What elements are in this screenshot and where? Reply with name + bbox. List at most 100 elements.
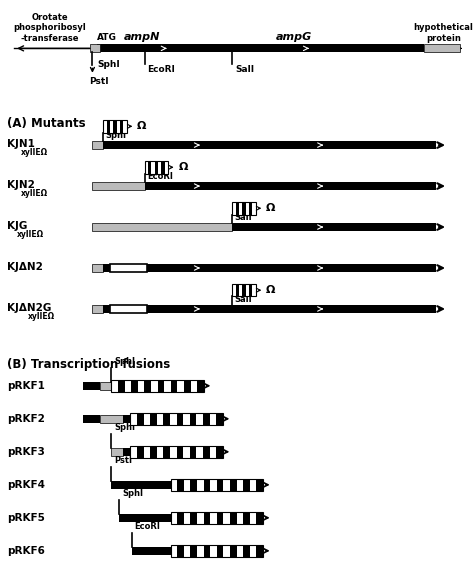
Text: PstI: PstI bbox=[89, 77, 108, 86]
Bar bbox=[123, 448, 130, 456]
Bar bbox=[176, 446, 183, 458]
Bar bbox=[184, 512, 191, 524]
Bar bbox=[103, 305, 110, 313]
Bar bbox=[120, 120, 123, 133]
Bar bbox=[196, 446, 203, 458]
Bar bbox=[216, 413, 223, 425]
Bar bbox=[147, 305, 436, 313]
Bar bbox=[170, 413, 176, 425]
Text: SalI: SalI bbox=[235, 213, 252, 222]
Bar bbox=[83, 382, 100, 390]
Bar bbox=[232, 223, 436, 231]
Bar bbox=[145, 161, 168, 174]
Bar bbox=[90, 44, 100, 52]
Bar bbox=[242, 202, 246, 215]
Text: Ω: Ω bbox=[266, 285, 275, 295]
Bar bbox=[210, 413, 216, 425]
Text: KJG: KJG bbox=[7, 221, 27, 231]
Bar bbox=[130, 413, 137, 425]
Text: (B) Transcription fusions: (B) Transcription fusions bbox=[7, 358, 170, 372]
Bar bbox=[191, 545, 197, 557]
Bar bbox=[230, 479, 237, 491]
Bar bbox=[100, 382, 111, 390]
Bar bbox=[191, 479, 197, 491]
Bar bbox=[117, 120, 120, 133]
Bar bbox=[250, 545, 256, 557]
Bar bbox=[191, 512, 197, 524]
Bar bbox=[177, 479, 184, 491]
Bar bbox=[190, 446, 196, 458]
Text: pRKF5: pRKF5 bbox=[7, 513, 45, 523]
Bar bbox=[246, 284, 249, 296]
Bar bbox=[210, 479, 217, 491]
Bar bbox=[183, 446, 190, 458]
Text: SalI: SalI bbox=[235, 295, 252, 304]
Text: KJΔN2: KJΔN2 bbox=[7, 262, 43, 272]
Text: SalI: SalI bbox=[235, 65, 254, 75]
Bar bbox=[204, 479, 210, 491]
Bar bbox=[123, 120, 127, 133]
Bar bbox=[191, 380, 197, 392]
Bar bbox=[217, 512, 223, 524]
Bar bbox=[197, 380, 204, 392]
Bar bbox=[197, 512, 204, 524]
Text: PstI: PstI bbox=[114, 456, 132, 465]
Bar bbox=[164, 161, 168, 174]
Bar bbox=[184, 479, 191, 491]
Bar bbox=[158, 161, 161, 174]
Bar bbox=[237, 512, 243, 524]
Bar bbox=[237, 479, 243, 491]
Bar bbox=[107, 120, 110, 133]
Bar bbox=[103, 264, 110, 272]
Text: xylIEΩ: xylIEΩ bbox=[27, 312, 55, 321]
Bar bbox=[150, 446, 157, 458]
Bar bbox=[230, 545, 237, 557]
Bar bbox=[118, 380, 125, 392]
Bar bbox=[184, 545, 191, 557]
Bar bbox=[250, 512, 256, 524]
Bar bbox=[130, 446, 137, 458]
Bar bbox=[97, 44, 424, 52]
Bar bbox=[92, 141, 103, 149]
Bar bbox=[256, 479, 263, 491]
Bar bbox=[164, 446, 170, 458]
Bar bbox=[113, 120, 117, 133]
Bar bbox=[155, 161, 158, 174]
Bar bbox=[197, 545, 204, 557]
Bar bbox=[157, 446, 164, 458]
Text: xylIEΩ: xylIEΩ bbox=[18, 230, 45, 239]
Text: EcoRI: EcoRI bbox=[147, 172, 173, 181]
Bar bbox=[177, 380, 184, 392]
Text: KJN1: KJN1 bbox=[7, 139, 35, 149]
Text: SphI: SphI bbox=[106, 131, 127, 140]
Bar bbox=[147, 264, 436, 272]
Bar bbox=[130, 446, 223, 458]
Bar bbox=[171, 512, 177, 524]
Bar bbox=[217, 479, 223, 491]
Bar bbox=[119, 514, 171, 522]
Bar bbox=[171, 479, 263, 491]
Bar bbox=[111, 380, 204, 392]
Bar bbox=[197, 479, 204, 491]
Bar bbox=[131, 380, 138, 392]
Bar bbox=[111, 448, 123, 456]
Text: Ω: Ω bbox=[178, 162, 188, 172]
Bar bbox=[103, 120, 127, 133]
Text: SphI: SphI bbox=[114, 423, 135, 432]
Bar bbox=[196, 413, 203, 425]
Bar bbox=[203, 446, 210, 458]
Bar bbox=[250, 479, 256, 491]
Bar bbox=[171, 479, 177, 491]
Bar bbox=[137, 413, 144, 425]
Text: pRKF4: pRKF4 bbox=[7, 480, 45, 490]
Bar bbox=[170, 446, 176, 458]
Bar bbox=[151, 161, 155, 174]
Bar bbox=[164, 413, 170, 425]
Bar bbox=[252, 284, 256, 296]
Text: (A) Mutants: (A) Mutants bbox=[7, 117, 86, 130]
Bar bbox=[171, 512, 263, 524]
Bar bbox=[171, 545, 177, 557]
Bar bbox=[138, 380, 145, 392]
Text: ATG: ATG bbox=[97, 32, 117, 42]
Bar bbox=[210, 446, 216, 458]
